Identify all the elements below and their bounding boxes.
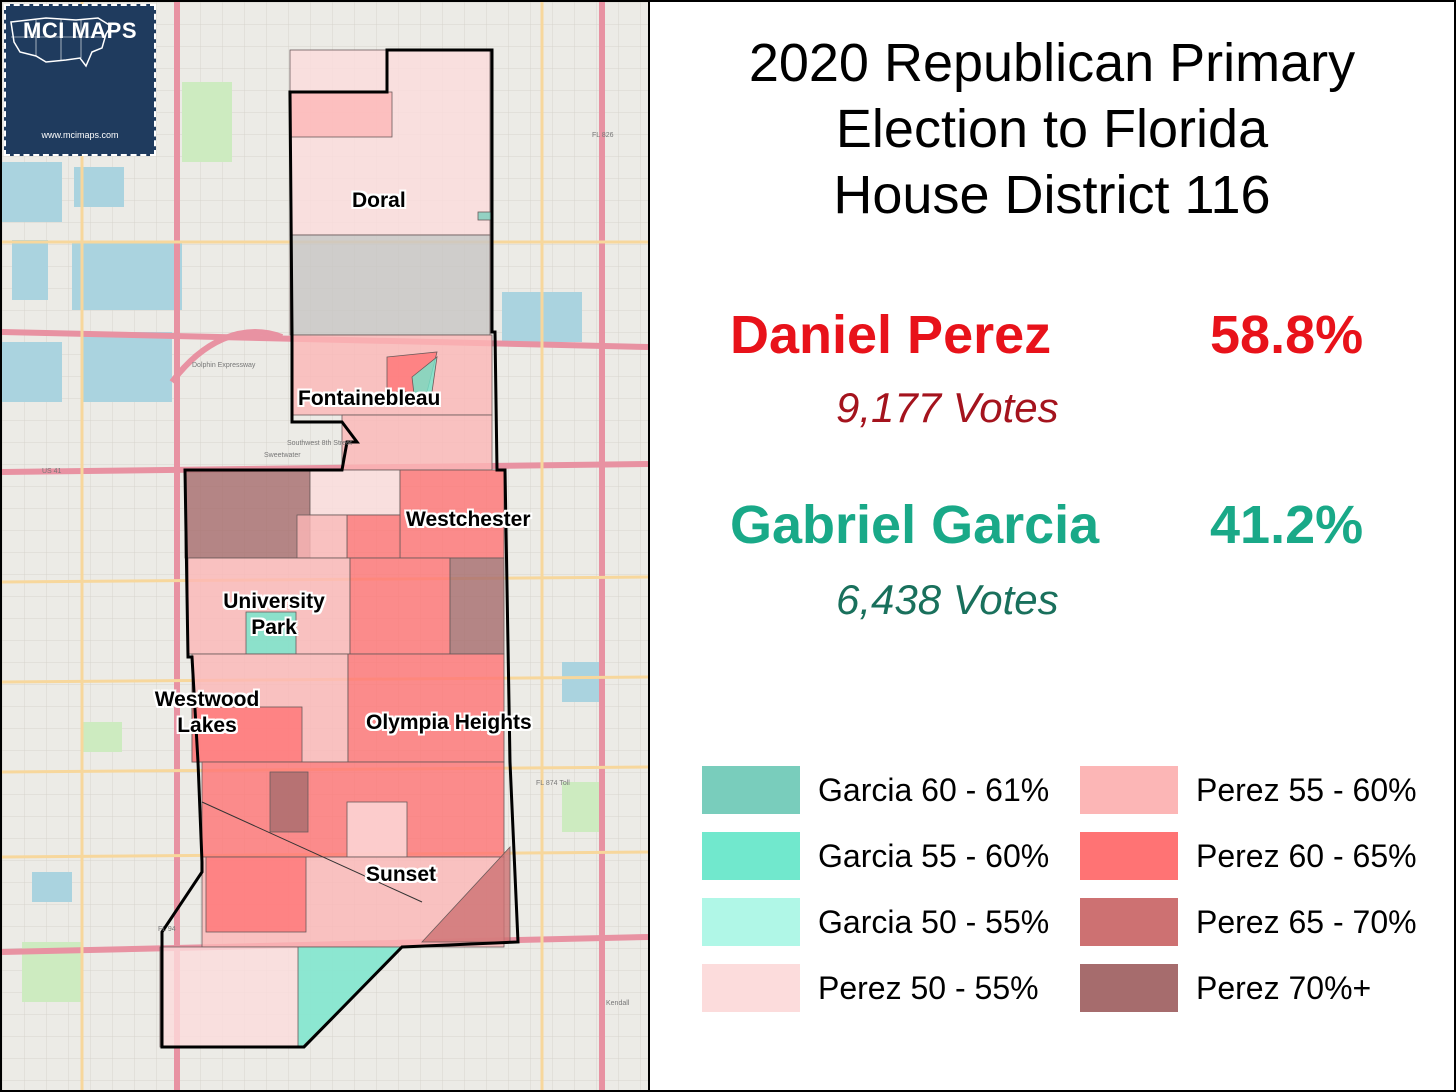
info-panel: 2020 Republican Primary Election to Flor… xyxy=(650,2,1454,1090)
road-label: Sweetwater xyxy=(264,452,301,459)
legend-swatch xyxy=(702,832,800,880)
legend-label: Garcia 60 - 61% xyxy=(818,772,1050,808)
legend-swatch xyxy=(1080,832,1178,880)
legend-swatch xyxy=(1080,898,1178,946)
place-olympia-heights: Olympia Heights xyxy=(366,711,532,734)
district-map: MCI MAPS www.mcimaps.com Dolphin Express… xyxy=(2,2,650,1090)
road-label: FL 826 xyxy=(592,132,614,139)
map-title: 2020 Republican Primary Election to Flor… xyxy=(650,30,1454,228)
road-label: FL 874 Toll xyxy=(536,780,570,787)
road-label: Dolphin Expressway xyxy=(192,362,256,369)
district-diagonal xyxy=(201,801,423,903)
logo-name: MCI MAPS xyxy=(23,18,137,43)
place-westwood-lakes-line1: Westwood xyxy=(154,688,260,711)
place-sunset: Sunset xyxy=(366,863,437,886)
mci-maps-logo: MCI MAPS www.mcimaps.com xyxy=(4,4,156,156)
place-westchester: Westchester xyxy=(406,508,531,531)
place-university-park: University Park xyxy=(214,589,334,641)
candidate-garcia-percent: 41.2% xyxy=(1210,495,1364,555)
place-fontainebleau: Fontainebleau xyxy=(298,387,441,410)
place-westwood-lakes: Westwood Lakes xyxy=(142,687,272,739)
road-label: Kendall xyxy=(606,1000,630,1007)
legend-label: Perez 50 - 55% xyxy=(818,970,1039,1006)
candidate-garcia-votes: 6,438 Votes xyxy=(836,576,1059,623)
legend-swatch xyxy=(702,964,800,1012)
legend-swatch xyxy=(702,766,800,814)
logo-url: www.mcimaps.com xyxy=(41,130,119,140)
legend-label: Perez 65 - 70% xyxy=(1196,904,1417,940)
legend-swatch xyxy=(1080,964,1178,1012)
title-line-1: 2020 Republican Primary xyxy=(748,33,1356,93)
map-canvas xyxy=(2,2,648,1090)
place-university-park-line2: Park xyxy=(251,616,297,639)
legend-label: Garcia 50 - 55% xyxy=(818,904,1050,940)
legend-swatch xyxy=(1080,766,1178,814)
place-university-park-line1: University xyxy=(223,590,325,613)
candidate-perez-percent: 58.8% xyxy=(1210,305,1364,365)
place-doral: Doral xyxy=(352,189,406,212)
legend-label: Garcia 55 - 60% xyxy=(818,838,1050,874)
district-boundary xyxy=(160,48,520,1049)
precincts xyxy=(159,49,511,1048)
road-label: FL 94 xyxy=(158,926,176,933)
title-line-3: House District 116 xyxy=(833,165,1271,225)
candidate-garcia-name: Gabriel Garcia xyxy=(730,495,1100,555)
usa-map-icon xyxy=(10,17,113,68)
legend-swatch xyxy=(702,898,800,946)
road-label: Southwest 8th Street xyxy=(287,440,352,447)
legend-label: Perez 60 - 65% xyxy=(1196,838,1417,874)
candidate-perez-name: Daniel Perez xyxy=(730,305,1052,365)
place-westwood-lakes-line2: Lakes xyxy=(177,714,237,737)
legend-label: Perez 55 - 60% xyxy=(1196,772,1417,808)
legend-label: Perez 70%+ xyxy=(1196,970,1372,1006)
title-line-2: Election to Florida xyxy=(835,99,1269,159)
candidate-perez-votes: 9,177 Votes xyxy=(836,384,1059,431)
road-label: US 41 xyxy=(42,468,62,475)
